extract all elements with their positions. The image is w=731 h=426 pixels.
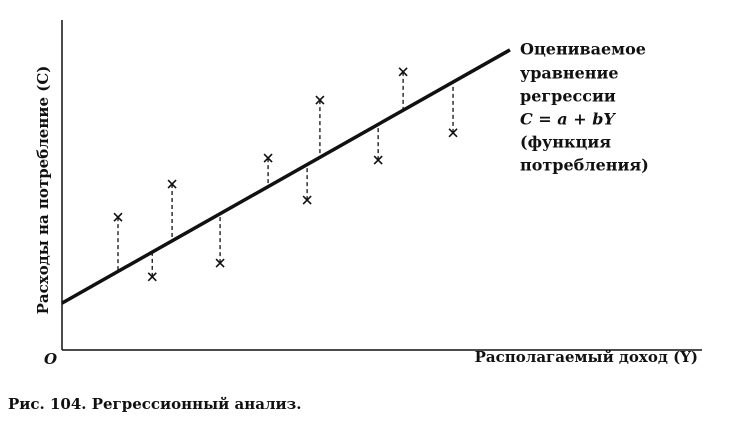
annotation-line: уравнение	[520, 64, 619, 83]
data-point	[147, 272, 157, 282]
x-axis-label: Располагаемый доход (Y)	[475, 348, 698, 366]
y-axis-label: Расходы на потребление (C)	[34, 66, 52, 315]
annotation-line: Оцениваемое	[520, 40, 646, 59]
annotation-line: (функция	[520, 133, 611, 152]
caption: Рис. 104. Регрессионный анализ.	[8, 395, 301, 413]
annotation-line: C = a + bY	[520, 110, 616, 129]
annotation-line: потребления)	[520, 156, 649, 175]
data-point	[167, 179, 177, 189]
data-point	[215, 258, 225, 268]
data-point	[263, 153, 273, 163]
data-point	[398, 67, 408, 77]
origin-label: O	[44, 350, 57, 368]
regression-line	[61, 48, 511, 305]
data-point	[302, 195, 312, 205]
annotation: Оцениваемое уравнение регрессии C = a + …	[520, 40, 649, 175]
data-point	[373, 155, 383, 165]
data-point	[113, 212, 123, 222]
data-point	[448, 128, 458, 138]
data-point	[315, 95, 325, 105]
annotation-line: регрессии	[520, 87, 616, 106]
